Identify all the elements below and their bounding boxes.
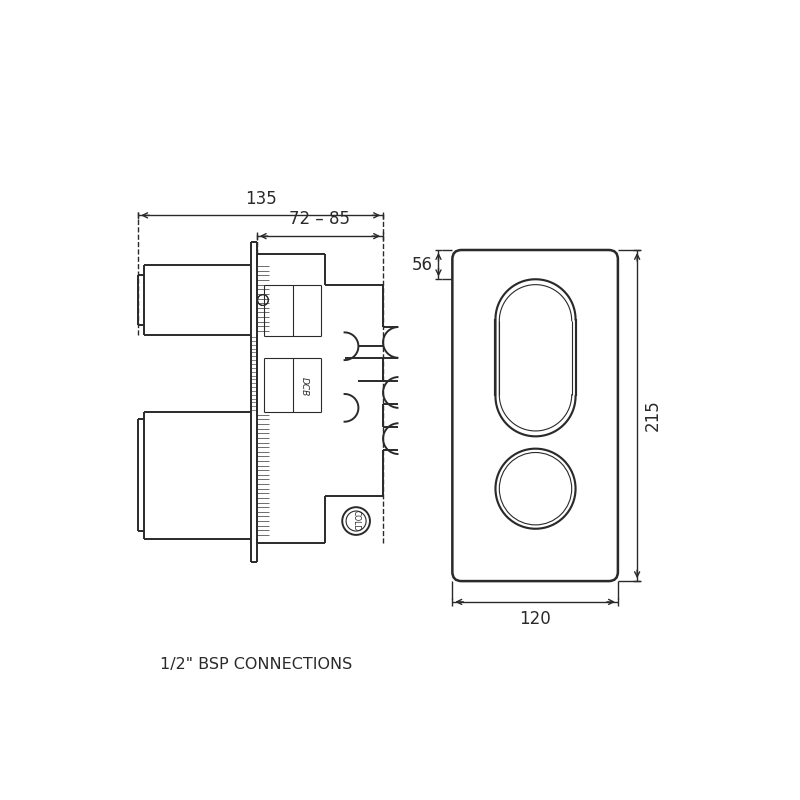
Text: 72 – 85: 72 – 85 xyxy=(290,210,350,229)
Text: 120: 120 xyxy=(519,610,551,627)
Text: COLD: COLD xyxy=(352,510,361,532)
Text: 215: 215 xyxy=(643,400,662,431)
Text: 56: 56 xyxy=(411,256,432,274)
Text: 1/2" BSP CONNECTIONS: 1/2" BSP CONNECTIONS xyxy=(160,657,352,672)
Text: DCB: DCB xyxy=(300,378,309,397)
Text: 135: 135 xyxy=(245,190,277,208)
